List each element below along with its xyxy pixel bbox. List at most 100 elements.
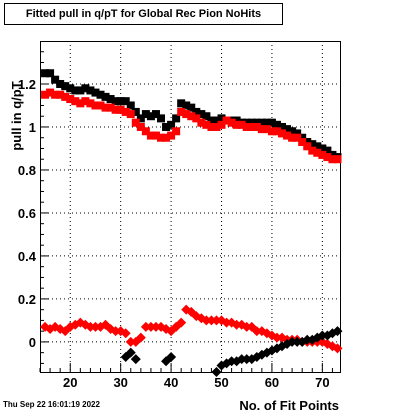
series-0-point (242, 118, 251, 127)
series-1-point (298, 138, 307, 147)
series-1-point (177, 107, 186, 116)
y-tick-label: 1.2 (18, 77, 36, 92)
series-1-point (126, 110, 135, 119)
series-1-point (227, 118, 236, 127)
series-3-point (292, 336, 303, 347)
series-1-point (41, 90, 50, 99)
series-1-point (86, 99, 95, 108)
x-tick-label: 70 (315, 375, 329, 390)
series-0-point (318, 144, 327, 153)
series-1-point (46, 88, 55, 97)
series-0-point (76, 86, 85, 95)
series-1-point (283, 131, 292, 140)
series-1-point (182, 110, 191, 119)
series-2-point (150, 321, 161, 332)
series-1-point (257, 125, 266, 134)
series-1-point (252, 122, 261, 131)
plot-frame (40, 41, 341, 373)
series-2-point (85, 321, 96, 332)
series-2-point (241, 321, 252, 332)
series-1-point (323, 153, 332, 162)
series-2-point (110, 326, 121, 337)
series-1-point (111, 105, 120, 114)
series-0-point (272, 120, 281, 129)
series-1-point (212, 122, 221, 131)
series-1-point (192, 114, 201, 123)
series-0-point (41, 69, 50, 78)
data-marks (40, 69, 343, 377)
series-0-point (217, 114, 226, 123)
series-0-point (197, 110, 206, 119)
series-1-point (172, 127, 181, 136)
series-0-point (207, 116, 216, 125)
series-1-point (71, 97, 80, 106)
series-1-point (197, 118, 206, 127)
series-1-point (313, 148, 322, 157)
series-0-point (192, 107, 201, 116)
series-1-point (272, 127, 281, 136)
series-1-point (333, 155, 342, 164)
series-0-point (262, 118, 271, 127)
series-3-point (166, 351, 177, 362)
series-0-point (61, 82, 70, 91)
series-0-point (177, 99, 186, 108)
series-0-point (146, 112, 155, 121)
series-0-point (283, 125, 292, 134)
series-1-point (267, 127, 276, 136)
series-0-point (66, 84, 75, 93)
series-1-point (242, 122, 251, 131)
x-tick-label: 30 (113, 375, 127, 390)
x-tick-label: 60 (265, 375, 279, 390)
series-1-point (106, 103, 115, 112)
series-2-point (206, 315, 217, 326)
series-0-point (81, 84, 90, 93)
series-1-point (247, 122, 256, 131)
series-0-point (278, 122, 287, 131)
series-3-point (317, 330, 328, 341)
series-2-point (140, 321, 151, 332)
series-0-point (232, 116, 241, 125)
series-2-point (125, 336, 136, 347)
series-0-point (131, 107, 140, 116)
series-2-point (221, 317, 232, 328)
series-1-point (293, 133, 302, 142)
series-1-point (288, 133, 297, 142)
series-0-point (202, 112, 211, 121)
series-1-point (207, 122, 216, 131)
series-1-point (217, 120, 226, 129)
y-tick-label: 0.2 (18, 292, 36, 307)
series-0-point (298, 133, 307, 142)
series-0-point (313, 142, 322, 151)
series-2-point (231, 319, 242, 330)
series-0-point (121, 97, 130, 106)
series-1-point (56, 90, 65, 99)
series-1-point (303, 142, 312, 151)
series-2-point (90, 321, 101, 332)
series-1-point (76, 99, 85, 108)
series-1-point (146, 131, 155, 140)
series-0-point (96, 90, 105, 99)
series-0-point (141, 110, 150, 119)
series-1-point (96, 101, 105, 110)
series-0-point (212, 116, 221, 125)
series-2-point (332, 343, 343, 354)
series-1-point (278, 129, 287, 138)
x-tick-label: 40 (164, 375, 178, 390)
series-0-point (162, 122, 171, 131)
series-0-point (182, 101, 191, 110)
series-0-point (323, 146, 332, 155)
series-1-point (157, 133, 166, 142)
series-2-point (145, 321, 156, 332)
series-2-point (211, 315, 222, 326)
series-0-point (303, 138, 312, 147)
series-1-point (222, 116, 231, 125)
tick-labels: 20 30 40 50 60 70 0 0.2 0.4 0.6 0.8 1 1.2 (18, 77, 330, 390)
series-1-point (141, 127, 150, 136)
timestamp: Thu Sep 22 16:01:19 2022 (3, 400, 100, 409)
series-3-point (211, 367, 222, 377)
x-tick-label: 20 (63, 375, 77, 390)
y-tick-label: 0 (29, 335, 36, 350)
series-2-point (271, 332, 282, 343)
series-0-point (111, 97, 120, 106)
series-0-point (56, 79, 65, 88)
